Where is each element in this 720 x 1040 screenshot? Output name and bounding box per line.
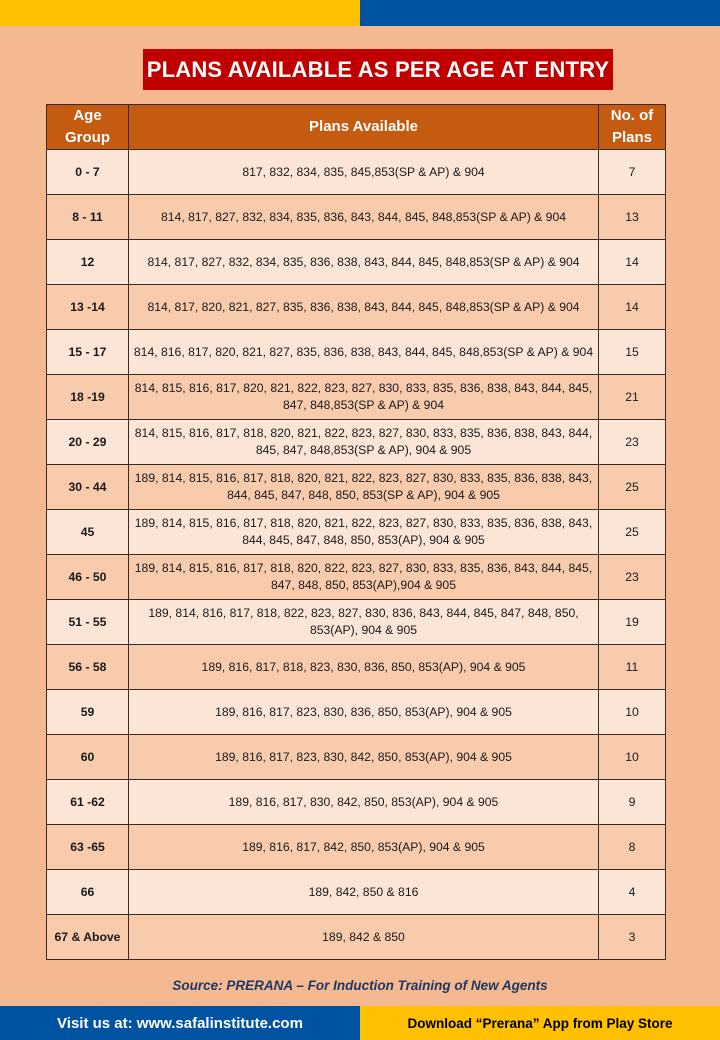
count-cell: 10: [598, 734, 666, 780]
plans-cell: 814, 817, 827, 832, 834, 835, 836, 838, …: [128, 239, 599, 285]
count-cell: 4: [598, 869, 666, 915]
top-banner-blue: [360, 0, 720, 26]
age-cell: 0 - 7: [46, 149, 129, 195]
count-cell: 8: [598, 824, 666, 870]
top-banner: [0, 0, 720, 26]
website-link[interactable]: Visit us at: www.safalinstitute.com: [0, 1006, 360, 1040]
age-cell: 59: [46, 689, 129, 735]
count-cell: 14: [598, 239, 666, 285]
plans-cell: 814, 817, 820, 821, 827, 835, 836, 838, …: [128, 284, 599, 330]
table-header-row: Age Group Plans Available No. of Plans: [46, 104, 666, 150]
table-row: 15 - 17 814, 816, 817, 820, 821, 827, 835…: [46, 329, 666, 375]
header-age-group: Age Group: [46, 104, 129, 150]
plans-cell: 189, 816, 817, 823, 830, 836, 850, 853(A…: [128, 689, 599, 735]
table-row: 20 - 29 814, 815, 816, 817, 818, 820, 821…: [46, 419, 666, 465]
age-cell: 15 - 17: [46, 329, 129, 375]
table-row: 0 - 7 817, 832, 834, 835, 845,853(SP & AP…: [46, 149, 666, 195]
plans-cell: 189, 816, 817, 818, 823, 830, 836, 850, …: [128, 644, 599, 690]
count-cell: 23: [598, 554, 666, 600]
age-cell: 12: [46, 239, 129, 285]
plans-table: Age Group Plans Available No. of Plans 0…: [46, 104, 666, 960]
count-cell: 25: [598, 509, 666, 555]
age-cell: 30 - 44: [46, 464, 129, 510]
age-cell: 46 - 50: [46, 554, 129, 600]
plans-cell: 814, 816, 817, 820, 821, 827, 835, 836, …: [128, 329, 599, 375]
age-cell: 45: [46, 509, 129, 555]
count-cell: 9: [598, 779, 666, 825]
table-row: 30 - 44 189, 814, 815, 816, 817, 818, 820…: [46, 464, 666, 510]
table-row: 59 189, 816, 817, 823, 830, 836, 850, 853…: [46, 689, 666, 735]
table-row: 12 814, 817, 827, 832, 834, 835, 836, 838…: [46, 239, 666, 285]
plans-cell: 814, 815, 816, 817, 818, 820, 821, 822, …: [128, 419, 599, 465]
plans-cell: 189, 816, 817, 823, 830, 842, 850, 853(A…: [128, 734, 599, 780]
age-cell: 18 -19: [46, 374, 129, 420]
table-row: 63 -65 189, 816, 817, 842, 850, 853(AP), …: [46, 824, 666, 870]
table-row: 56 - 58 189, 816, 817, 818, 823, 830, 836…: [46, 644, 666, 690]
table-row: 66 189, 842, 850 & 816 4: [46, 869, 666, 915]
plans-cell: 189, 816, 817, 842, 850, 853(AP), 904 & …: [128, 824, 599, 870]
age-cell: 56 - 58: [46, 644, 129, 690]
count-cell: 10: [598, 689, 666, 735]
table-row: 61 -62 189, 816, 817, 830, 842, 850, 853(…: [46, 779, 666, 825]
age-cell: 63 -65: [46, 824, 129, 870]
plans-cell: 189, 814, 815, 816, 817, 818, 820, 821, …: [128, 464, 599, 510]
count-cell: 11: [598, 644, 666, 690]
plans-cell: 189, 814, 815, 816, 817, 818, 820, 821, …: [128, 509, 599, 555]
top-banner-yellow: [0, 0, 360, 26]
plans-cell: 814, 817, 827, 832, 834, 835, 836, 843, …: [128, 194, 599, 240]
age-cell: 8 - 11: [46, 194, 129, 240]
plans-cell: 189, 814, 816, 817, 818, 822, 823, 827, …: [128, 599, 599, 645]
table-row: 13 -14 814, 817, 820, 821, 827, 835, 836,…: [46, 284, 666, 330]
count-cell: 19: [598, 599, 666, 645]
count-cell: 21: [598, 374, 666, 420]
table-row: 67 & Above 189, 842 & 850 3: [46, 914, 666, 960]
age-cell: 13 -14: [46, 284, 129, 330]
table-row: 46 - 50 189, 814, 815, 816, 817, 818, 820…: [46, 554, 666, 600]
table-row: 60 189, 816, 817, 823, 830, 842, 850, 853…: [46, 734, 666, 780]
age-cell: 61 -62: [46, 779, 129, 825]
table-row: 51 - 55 189, 814, 816, 817, 818, 822, 823…: [46, 599, 666, 645]
table-row: 45 189, 814, 815, 816, 817, 818, 820, 821…: [46, 509, 666, 555]
header-no-of-plans: No. of Plans: [598, 104, 666, 150]
source-note: Source: PRERANA – For Induction Training…: [172, 978, 548, 993]
footer-banner: Visit us at: www.safalinstitute.com Down…: [0, 1006, 720, 1040]
age-cell: 66: [46, 869, 129, 915]
age-cell: 20 - 29: [46, 419, 129, 465]
count-cell: 3: [598, 914, 666, 960]
count-cell: 25: [598, 464, 666, 510]
app-download-note: Download “Prerana” App from Play Store: [360, 1006, 720, 1040]
count-cell: 23: [598, 419, 666, 465]
page-title: PLANS AVAILABLE AS PER AGE AT ENTRY: [143, 49, 613, 90]
count-cell: 15: [598, 329, 666, 375]
plans-cell: 189, 842 & 850: [128, 914, 599, 960]
count-cell: 13: [598, 194, 666, 240]
table-row: 8 - 11 814, 817, 827, 832, 834, 835, 836,…: [46, 194, 666, 240]
age-cell: 67 & Above: [46, 914, 129, 960]
plans-cell: 189, 814, 815, 816, 817, 818, 820, 822, …: [128, 554, 599, 600]
age-cell: 60: [46, 734, 129, 780]
plans-cell: 814, 815, 816, 817, 820, 821, 822, 823, …: [128, 374, 599, 420]
header-plans-available: Plans Available: [128, 104, 599, 150]
count-cell: 7: [598, 149, 666, 195]
plans-cell: 189, 842, 850 & 816: [128, 869, 599, 915]
table-row: 18 -19 814, 815, 816, 817, 820, 821, 822,…: [46, 374, 666, 420]
plans-cell: 189, 816, 817, 830, 842, 850, 853(AP), 9…: [128, 779, 599, 825]
count-cell: 14: [598, 284, 666, 330]
age-cell: 51 - 55: [46, 599, 129, 645]
plans-cell: 817, 832, 834, 835, 845,853(SP & AP) & 9…: [128, 149, 599, 195]
